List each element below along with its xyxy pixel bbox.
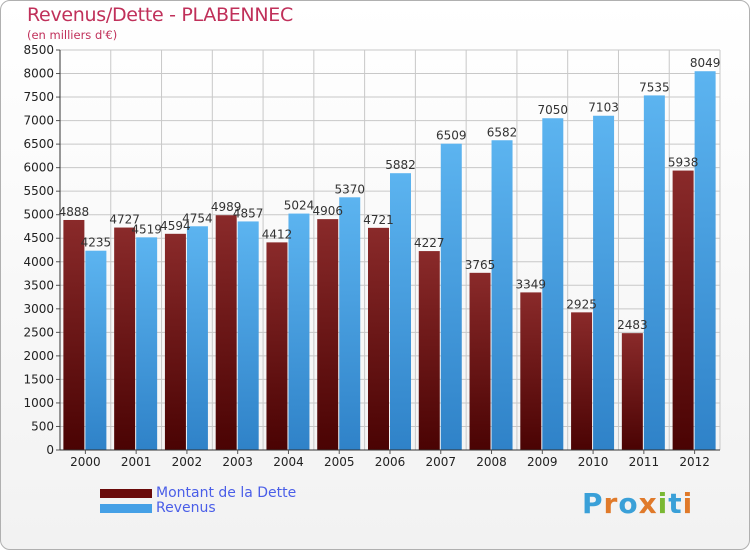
bar-revenue — [491, 140, 513, 450]
bar-debt — [418, 251, 440, 450]
legend-swatch-debt — [100, 489, 152, 498]
y-tick-label: 2000 — [23, 349, 54, 363]
bar-debt — [114, 227, 136, 450]
bar-revenue — [186, 226, 208, 450]
legend-swatch-revenue — [100, 504, 152, 513]
bar-revenue — [237, 221, 259, 450]
y-tick-label: 7500 — [23, 90, 54, 104]
axis-layer: 0 500 1000 1500 2000 2500 3000 3500 4000 4500 5000… — [23, 43, 720, 469]
bar-debt — [266, 242, 288, 450]
x-tick-label: 2007 — [425, 455, 456, 469]
bar-revenue — [136, 237, 158, 450]
data-label-revenue: 5882 — [385, 158, 416, 172]
y-tick-label: 4000 — [23, 255, 54, 269]
y-tick-label: 1000 — [23, 396, 54, 410]
data-label-revenue: 8049 — [690, 56, 721, 70]
data-label-revenue: 6509 — [436, 129, 467, 143]
chart-title: Revenus/Dette - PLABENNEC — [27, 4, 293, 26]
y-tick-label: 3500 — [23, 278, 54, 292]
x-tick-label: 2003 — [222, 455, 253, 469]
x-tick-label: 2005 — [324, 455, 355, 469]
data-label-revenue: 4519 — [131, 222, 162, 236]
x-tick-label: 2012 — [679, 455, 710, 469]
data-label-debt: 4888 — [59, 205, 90, 219]
y-tick-label: 4500 — [23, 231, 54, 245]
legend-label-debt: Montant de la Dette — [156, 485, 297, 501]
bar-debt — [63, 219, 85, 450]
bar-debt — [164, 233, 186, 450]
bar-revenue — [440, 143, 462, 450]
data-label-debt: 4906 — [312, 204, 343, 218]
data-label-debt: 2925 — [566, 297, 597, 311]
data-label-revenue: 7535 — [639, 80, 670, 94]
data-label-debt: 4412 — [262, 227, 293, 241]
x-tick-label: 2004 — [273, 455, 304, 469]
x-tick-label: 2008 — [476, 455, 507, 469]
y-tick-label: 7000 — [23, 114, 54, 128]
bar-debt — [368, 227, 389, 450]
data-label-revenue: 7050 — [538, 103, 569, 117]
y-tick-label: 2500 — [23, 325, 54, 339]
bar-revenue — [542, 118, 564, 450]
y-tick-label: 3000 — [23, 302, 54, 316]
brand-logo: Proxiti — [582, 487, 694, 520]
y-tick-label: 5000 — [23, 208, 54, 222]
data-label-revenue: 4754 — [182, 211, 213, 225]
y-tick-label: 0 — [46, 443, 54, 457]
bar-debt — [317, 219, 339, 450]
data-label-debt: 4594 — [160, 219, 191, 233]
bar-revenue — [390, 173, 411, 450]
y-tick-label: 6500 — [23, 137, 54, 151]
x-tick-label: 2010 — [578, 455, 609, 469]
bar-revenue — [85, 250, 107, 450]
bar-debt — [469, 272, 491, 450]
bar-revenue — [694, 71, 716, 451]
data-label-debt: 3765 — [465, 258, 496, 272]
bar-debt — [571, 312, 593, 450]
chart-subtitle: (en milliers d'€) — [27, 28, 118, 42]
x-tick-label: 2000 — [70, 455, 101, 469]
x-tick-label: 2006 — [375, 455, 406, 469]
data-label-revenue: 5024 — [284, 199, 315, 213]
data-label-debt: 4989 — [211, 200, 242, 214]
bars-layer — [63, 71, 716, 451]
y-tick-label: 500 — [31, 419, 54, 433]
bar-revenue — [593, 115, 615, 450]
bar-revenue — [288, 213, 310, 450]
data-label-debt: 3349 — [516, 277, 547, 291]
data-label-debt: 4721 — [363, 213, 394, 227]
legend-label-revenue: Revenus — [156, 500, 216, 516]
bar-revenue — [339, 197, 361, 450]
data-label-revenue: 6582 — [487, 125, 518, 139]
bar-debt — [672, 170, 694, 451]
data-label-debt: 2483 — [617, 318, 648, 332]
bar-debt — [520, 292, 542, 450]
x-tick-label: 2011 — [629, 455, 660, 469]
y-tick-label: 1500 — [23, 372, 54, 386]
data-label-revenue: 4235 — [81, 236, 112, 250]
y-tick-label: 5500 — [23, 184, 54, 198]
bar-revenue — [643, 95, 665, 450]
bar-debt — [621, 333, 643, 450]
bar-debt — [215, 215, 237, 450]
x-tick-label: 2002 — [172, 455, 203, 469]
data-label-debt: 4227 — [414, 236, 445, 250]
data-label-revenue: 5370 — [334, 182, 365, 196]
x-tick-label: 2009 — [527, 455, 558, 469]
x-tick-label: 2001 — [121, 455, 152, 469]
data-label-revenue: 4857 — [233, 206, 264, 220]
y-tick-label: 6000 — [23, 161, 54, 175]
data-label-debt: 5938 — [668, 156, 699, 170]
y-tick-label: 8500 — [23, 43, 54, 57]
data-label-debt: 4727 — [109, 213, 140, 227]
y-tick-label: 8000 — [23, 67, 54, 81]
data-label-revenue: 7103 — [588, 101, 619, 115]
